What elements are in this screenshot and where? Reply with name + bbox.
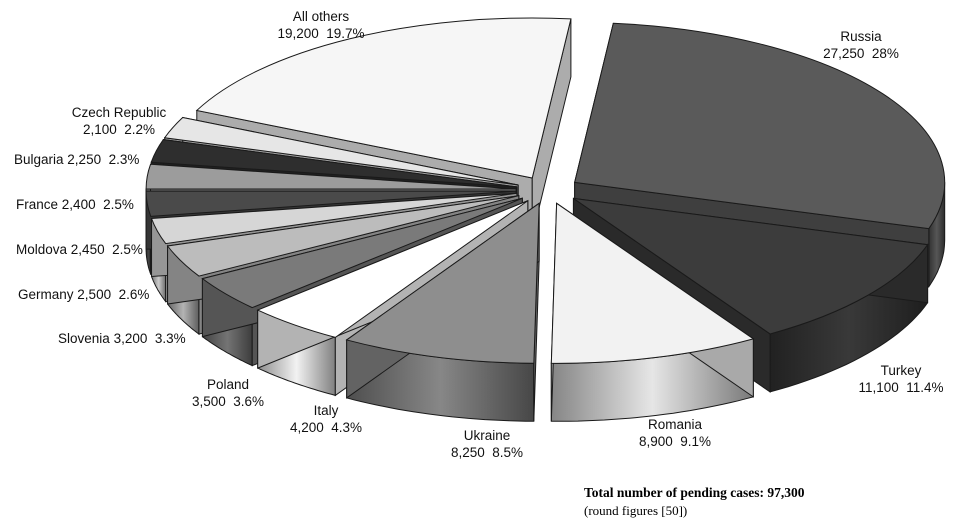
label-germany: Germany 2,500 2.6%: [18, 286, 149, 303]
slice-label-values: 3,200 3.3%: [114, 331, 186, 346]
label-all-others: All others 19,200 19.7%: [266, 8, 376, 42]
slice-top-face: [150, 192, 517, 245]
slice-top-face: [166, 195, 519, 277]
slice-value: 2,450: [70, 242, 105, 257]
slice-label-name: Romania: [647, 417, 703, 432]
slice-label-values: 2,500 2.6%: [77, 287, 149, 302]
slice-label-name: Ukraine: [463, 428, 511, 443]
slice-value: 2,400: [61, 197, 96, 212]
slice-top-face: [163, 116, 519, 186]
slice-top-face: [145, 163, 517, 190]
slice-label-values: 2,250 2.3%: [67, 152, 139, 167]
slice-top-face: [201, 197, 523, 309]
slice-label-name: Russia: [840, 29, 882, 44]
label-ukraine: Ukraine 8,250 8.5%: [432, 427, 542, 461]
slice-label-values: 2,400 2.5%: [62, 197, 134, 212]
slice-top-face: [256, 200, 529, 338]
slice-label-values: 8,900 9.1%: [620, 433, 730, 450]
label-russia: Russia 27,250 28%: [806, 28, 916, 62]
slice-percent: 11.4%: [906, 380, 944, 395]
slice-value: 8,900: [638, 434, 673, 449]
label-turkey: Turkey 11,100 11.4%: [846, 362, 956, 396]
slice-label-values: 11,100 11.4%: [846, 379, 956, 396]
slice-value: 11,100: [858, 380, 899, 395]
slice-ukraine: [345, 202, 540, 422]
slice-label-name: Italy: [313, 403, 339, 418]
slice-label-values: 3,500 3.6%: [178, 393, 278, 410]
slice-label-name: Poland: [206, 377, 250, 392]
label-czech-republic: Czech Republic 2,100 2.2%: [54, 104, 184, 138]
slice-label-values: 19,200 19.7%: [266, 25, 376, 42]
slice-value: 3,200: [113, 331, 148, 346]
slice-label-name: All others: [292, 9, 350, 24]
slice-percent: 2.5%: [103, 197, 134, 212]
slice-top-face: [195, 17, 572, 179]
slice-label-name: Bulgaria: [14, 152, 64, 167]
slice-top-face: [145, 190, 517, 217]
slice-percent: 3.6%: [233, 394, 265, 409]
label-slovenia: Slovenia 3,200 3.3%: [58, 330, 186, 347]
slice-value: 4,200: [289, 420, 324, 435]
label-bulgaria: Bulgaria 2,250 2.3%: [14, 151, 139, 168]
label-france: France 2,400 2.5%: [16, 196, 134, 213]
slice-label-values: 27,250 28%: [806, 45, 916, 62]
slice-percent: 28%: [871, 46, 899, 61]
label-moldova: Moldova 2,450 2.5%: [16, 241, 143, 258]
slice-percent: 2.6%: [118, 287, 150, 302]
slice-value: 2,250: [67, 152, 102, 167]
slice-label-values: 4,200 4.3%: [276, 419, 376, 436]
slice-value: 2,100: [82, 122, 117, 137]
slice-percent: 9.1%: [680, 434, 712, 449]
slice-top-face: [574, 22, 946, 230]
slice-percent: 8.5%: [492, 445, 524, 460]
slice-value: 8,250: [450, 445, 485, 460]
slice-percent: 2.5%: [112, 242, 143, 257]
label-italy: Italy 4,200 4.3%: [276, 402, 376, 436]
slice-percent: 4.3%: [331, 420, 363, 435]
slice-label-name: Moldova: [16, 242, 68, 257]
slice-percent: 2.2%: [124, 122, 156, 137]
slice-top-face: [150, 139, 517, 188]
slice-label-name: France: [16, 197, 59, 212]
slice-romania: [550, 202, 755, 422]
label-poland: Poland 3,500 3.6%: [178, 376, 278, 410]
slice-label-values: 2,450 2.5%: [71, 242, 143, 257]
round-figures-note: (round figures [50]): [584, 503, 688, 518]
slice-top-face: [345, 202, 540, 364]
slice-label-name: Czech Republic: [71, 105, 167, 120]
slice-percent: 2.3%: [108, 152, 140, 167]
total-note: Total number of pending cases: 97,300 (r…: [584, 484, 805, 520]
slice-value: 2,500: [77, 287, 112, 302]
slice-top-face: [573, 197, 929, 335]
slice-value: 19,200: [277, 26, 319, 41]
slice-label-values: 8,250 8.5%: [432, 444, 542, 461]
slice-value: 27,250: [823, 46, 865, 61]
slice-top-face: [550, 202, 755, 364]
slice-label-name: Turkey: [880, 363, 922, 378]
slice-percent: 3.3%: [154, 331, 186, 346]
total-pending-cases: Total number of pending cases: 97,300: [584, 485, 805, 500]
label-romania: Romania 8,900 9.1%: [620, 416, 730, 450]
slice-label-name: Germany: [18, 287, 74, 302]
slice-label-name: Slovenia: [58, 331, 110, 346]
slice-label-values: 2,100 2.2%: [54, 121, 184, 138]
slice-percent: 19.7%: [326, 26, 365, 41]
slice-value: 3,500: [191, 394, 226, 409]
